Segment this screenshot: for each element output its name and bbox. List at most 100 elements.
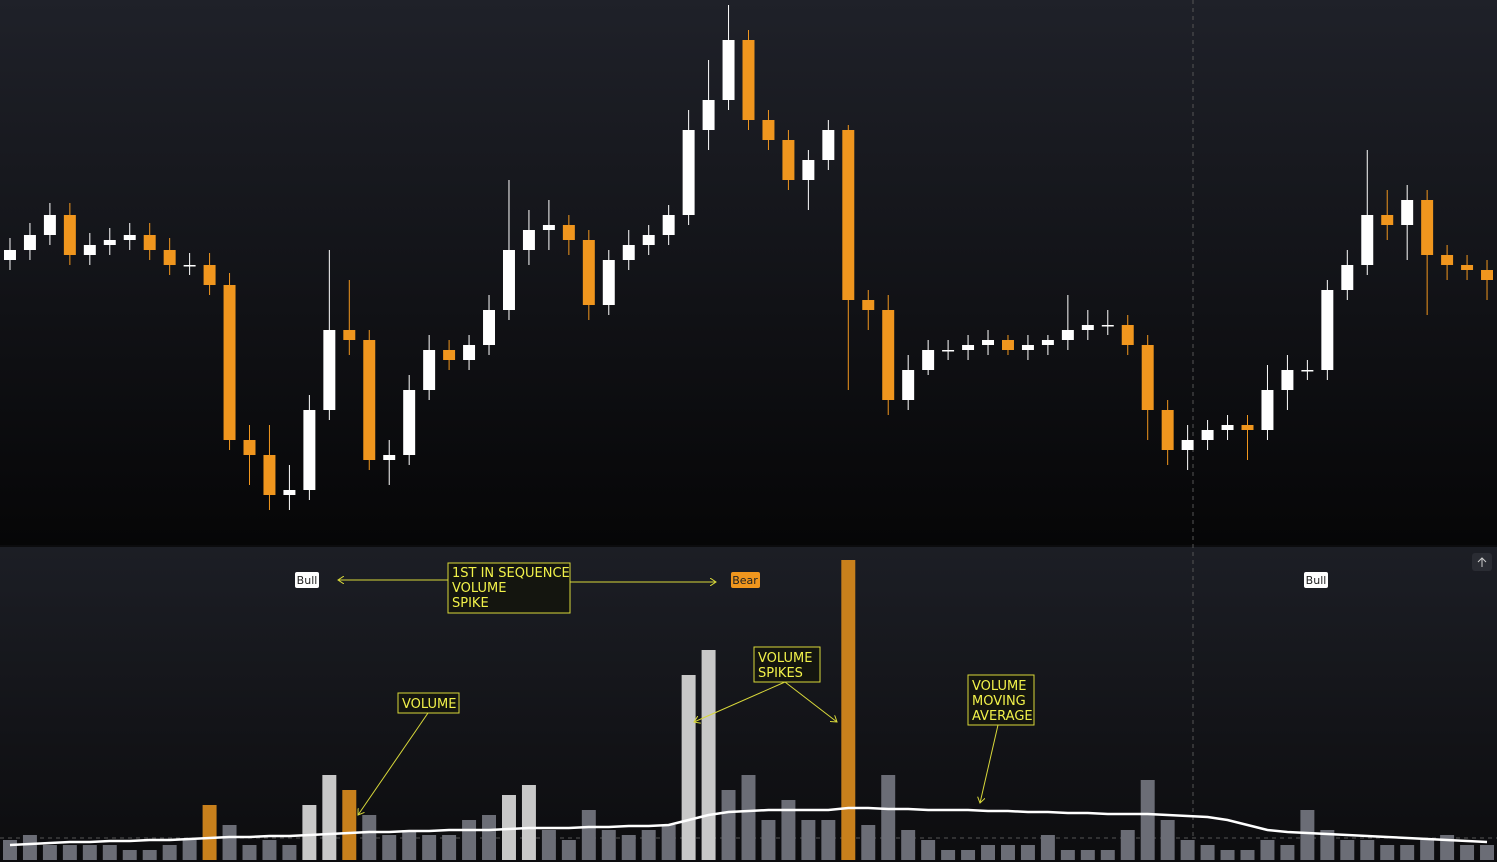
volume-bar xyxy=(442,835,457,860)
volume-bar xyxy=(1320,830,1335,860)
volume-bar xyxy=(1260,840,1275,860)
volume-bars xyxy=(2,560,1495,860)
candle-body xyxy=(762,120,775,140)
candle-body xyxy=(522,230,535,250)
volume-bar xyxy=(1020,845,1035,860)
candle-body xyxy=(1121,325,1134,345)
volume-bar xyxy=(222,825,237,860)
arrow xyxy=(358,712,429,815)
candle-body xyxy=(1241,425,1254,430)
volume-bar xyxy=(1400,845,1415,860)
candle-body xyxy=(922,350,935,370)
volume-bar xyxy=(1280,845,1295,860)
volume-bar xyxy=(282,845,297,860)
candle-body xyxy=(1041,340,1054,345)
candle-body xyxy=(263,455,276,495)
marker-label: Bear xyxy=(732,574,758,587)
volume-bar xyxy=(681,675,696,860)
arrow xyxy=(980,724,999,803)
volume-bar xyxy=(322,775,337,860)
volume-bar xyxy=(901,830,916,860)
candle-body xyxy=(542,225,555,230)
candles xyxy=(3,5,1494,510)
candle-body xyxy=(782,140,795,180)
volume-bar xyxy=(382,835,397,860)
volume-bar xyxy=(641,830,656,860)
marker-label: Bull xyxy=(1306,574,1327,587)
volume-bar xyxy=(601,830,616,860)
candle-body xyxy=(163,250,176,265)
annotation-text: VOLUME xyxy=(452,581,506,596)
annotation-text: 1ST IN SEQUENCE xyxy=(452,566,570,581)
volume-bar xyxy=(362,815,377,860)
candle-body xyxy=(862,300,875,310)
candle-body xyxy=(1481,270,1494,280)
marker: Bull xyxy=(295,572,319,588)
candle-body xyxy=(283,490,296,495)
candle-body xyxy=(682,130,695,215)
volume-bar xyxy=(561,840,576,860)
volume-bar xyxy=(262,840,277,860)
annotation: VOLUME xyxy=(397,692,460,714)
candle-body xyxy=(243,440,256,455)
volume-bar xyxy=(482,815,497,860)
candle-body xyxy=(183,265,196,267)
volume-bar xyxy=(1160,820,1175,860)
candle-body xyxy=(1161,410,1174,450)
volume-bar xyxy=(122,850,137,860)
candle-body xyxy=(1281,370,1294,390)
candle-body xyxy=(1421,200,1434,255)
scroll-button[interactable] xyxy=(1472,553,1492,571)
volume-bar xyxy=(881,775,896,860)
candle-body xyxy=(1061,330,1074,340)
candle-body xyxy=(722,40,735,100)
candle-body xyxy=(83,245,96,255)
volume-bar xyxy=(1180,840,1195,860)
volume-bar xyxy=(1080,850,1095,860)
volume-bar xyxy=(981,845,996,860)
volume-bar xyxy=(422,835,437,860)
volume-bar xyxy=(82,845,97,860)
candle-body xyxy=(143,235,156,250)
marker: Bull xyxy=(1304,572,1328,588)
candle-body xyxy=(882,310,895,400)
volume-bar xyxy=(1140,780,1155,860)
candle-body xyxy=(363,340,376,460)
candle-body xyxy=(1441,255,1454,265)
annotation: VOLUME MOVING AVERAGE xyxy=(967,674,1035,726)
volume-bar xyxy=(541,830,556,860)
volume-bar xyxy=(861,825,876,860)
annotation-text: MOVING xyxy=(972,694,1026,709)
volume-bar xyxy=(202,805,217,860)
candle-body xyxy=(622,245,635,260)
marker-label: Bull xyxy=(297,574,318,587)
volume-bar xyxy=(661,825,676,860)
volume-bar xyxy=(22,835,37,860)
candle-body xyxy=(303,410,316,490)
candle-body xyxy=(842,130,855,300)
candle-body xyxy=(562,225,575,240)
candle-body xyxy=(3,250,16,260)
volume-bar xyxy=(1200,845,1215,860)
candle-body xyxy=(1361,215,1374,265)
volume-bar xyxy=(1360,840,1375,860)
candle-body xyxy=(822,130,835,160)
annotation-text: AVERAGE xyxy=(972,709,1033,724)
volume-bar xyxy=(921,840,936,860)
volume-bar xyxy=(761,820,776,860)
annotation-text: SPIKE xyxy=(452,596,489,611)
candle-body xyxy=(1201,430,1214,440)
candle-body xyxy=(1221,425,1234,430)
candle-body xyxy=(662,215,675,235)
candle-body xyxy=(902,370,915,400)
candle-body xyxy=(502,250,515,310)
candle-body xyxy=(942,350,955,352)
candle-body xyxy=(1461,265,1474,270)
volume-bar xyxy=(142,850,157,860)
candle-body xyxy=(343,330,356,340)
volume-bar xyxy=(581,810,596,860)
annotation: 1ST IN SEQUENCE VOLUME SPIKE xyxy=(447,562,571,614)
candle-body xyxy=(702,100,715,130)
volume-bar xyxy=(62,845,77,860)
volume-bar xyxy=(1240,850,1255,860)
